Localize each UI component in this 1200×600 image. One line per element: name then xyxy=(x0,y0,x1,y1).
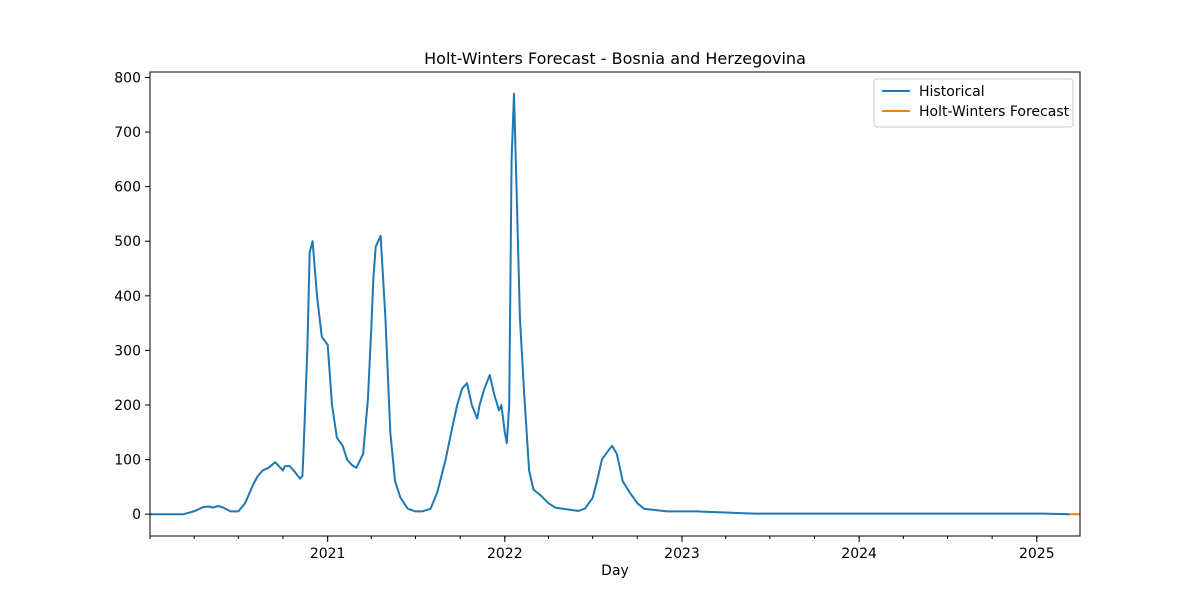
y-tick-label: 200 xyxy=(114,398,141,414)
x-tick-label: 2022 xyxy=(487,546,523,562)
x-axis: 2021 2022 2023 2024 2025 xyxy=(149,536,1055,562)
y-tick-label: 500 xyxy=(114,234,141,250)
x-tick-label: 2021 xyxy=(310,546,346,562)
series-line-historical xyxy=(150,92,1070,516)
x-tick-label: 2023 xyxy=(664,546,700,562)
y-tick-label: 800 xyxy=(114,70,141,86)
legend-label-forecast: Holt-Winters Forecast xyxy=(919,104,1070,120)
x-tick-label: 2024 xyxy=(841,546,877,562)
chart-title: Holt-Winters Forecast - Bosnia and Herze… xyxy=(424,49,806,68)
x-tick-label: 2025 xyxy=(1019,546,1055,562)
y-tick-label: 100 xyxy=(114,453,141,469)
plot-frame xyxy=(149,71,1081,537)
y-tick-label: 0 xyxy=(132,507,141,523)
y-tick-label: 600 xyxy=(114,180,141,196)
y-tick-label: 400 xyxy=(114,289,141,305)
x-axis-label: Day xyxy=(601,563,629,579)
legend-label-historical: Historical xyxy=(919,84,985,100)
plot-area xyxy=(150,92,1080,516)
y-axis: 0 100 200 300 400 500 600 700 800 xyxy=(114,70,150,523)
legend-box xyxy=(873,78,1074,128)
legend: Historical Holt-Winters Forecast xyxy=(873,78,1074,128)
y-tick-label: 300 xyxy=(114,343,141,359)
y-tick-label: 700 xyxy=(114,125,141,141)
